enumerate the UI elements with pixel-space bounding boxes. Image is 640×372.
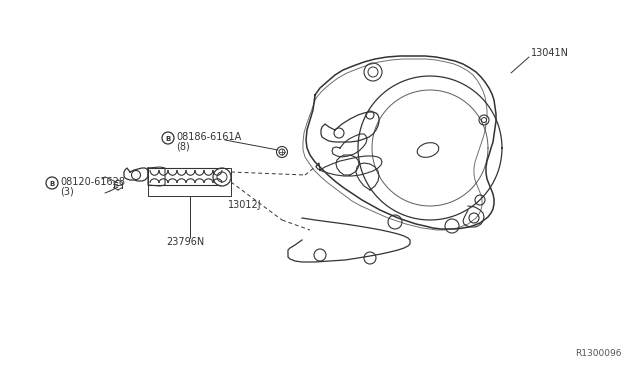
- Text: (8): (8): [176, 141, 189, 151]
- Text: B: B: [49, 180, 54, 186]
- Text: 13041N: 13041N: [531, 48, 569, 58]
- Text: 13012J: 13012J: [228, 200, 262, 210]
- Text: 23796N: 23796N: [166, 237, 204, 247]
- Text: 08186-6161A: 08186-6161A: [176, 132, 241, 142]
- Text: 08120-61628: 08120-61628: [60, 177, 125, 187]
- Text: R1300096: R1300096: [575, 349, 622, 358]
- Text: (3): (3): [60, 186, 74, 196]
- Text: B: B: [165, 135, 171, 141]
- Bar: [148, 168, 231, 196]
